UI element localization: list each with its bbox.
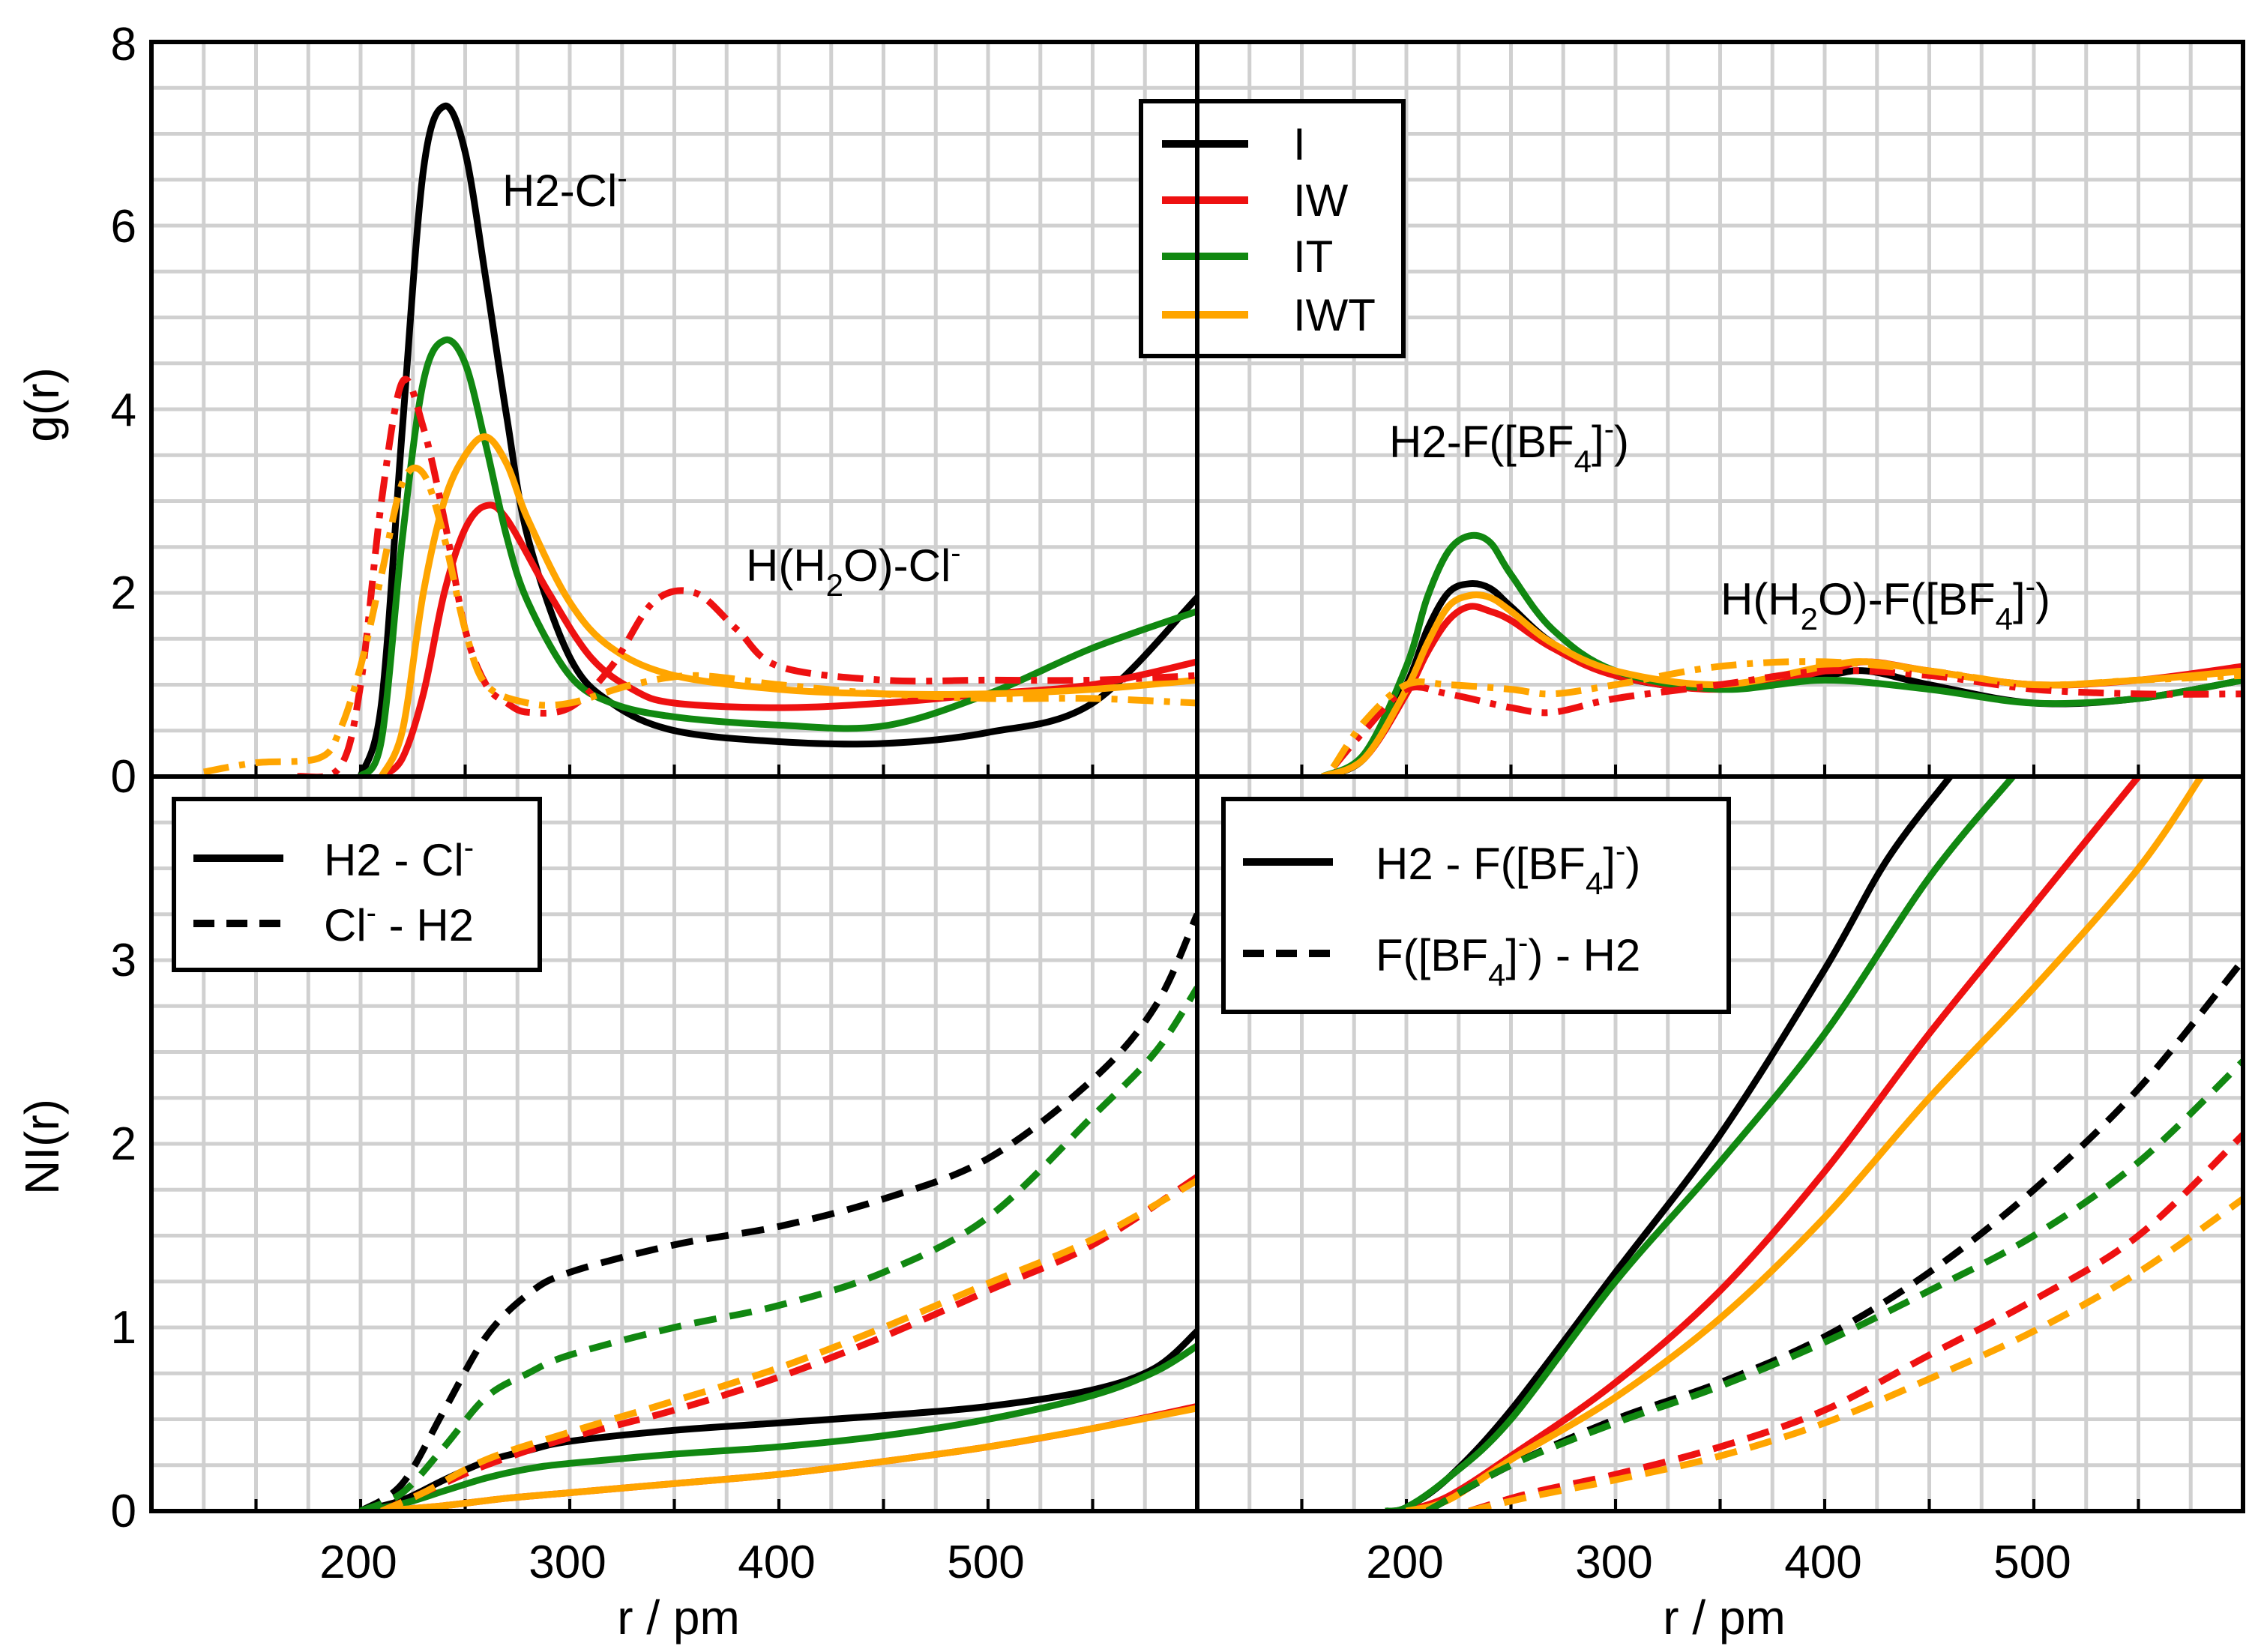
g-tick-8: 8 xyxy=(111,19,136,70)
legend-bf4-box xyxy=(1221,797,1731,1014)
g-tick-0: 0 xyxy=(111,751,136,803)
legend-bf4: H2 - F([BF4]-) F([BF4]-) - H2 xyxy=(1221,797,1731,1014)
series-3-2 xyxy=(1385,777,2016,1511)
x-label-left: r / pm xyxy=(617,1591,740,1645)
legend-cl-box xyxy=(172,797,542,972)
n-tick-0: 0 xyxy=(111,1486,136,1537)
x-tick-left-400: 400 xyxy=(738,1537,815,1588)
legend-label-i: I xyxy=(1293,119,1306,169)
legend-label-iwt: IWT xyxy=(1293,290,1376,340)
x-label-right: r / pm xyxy=(1663,1591,1786,1645)
series-2-5 xyxy=(380,1174,1197,1511)
legend-bf4-dashed-label: F([BF4]-) - H2 xyxy=(1376,926,1640,992)
series-2-6 xyxy=(359,986,1197,1511)
n-tick-2: 2 xyxy=(111,1118,136,1170)
annotation-hh2o-f-bf4: H(H2O)-F([BF4]-) xyxy=(1720,570,2050,636)
x-tick-left-500: 500 xyxy=(947,1537,1024,1588)
series-1-4 xyxy=(1330,667,2243,770)
series-1-2 xyxy=(1321,531,2243,777)
legend-label-iw: IW xyxy=(1293,175,1349,226)
g-ylabel: g(r) xyxy=(15,367,69,442)
series-2-2 xyxy=(360,1342,1197,1511)
x-tick-left-300: 300 xyxy=(529,1537,606,1588)
legend-cl: H2 - Cl- Cl- - H2 xyxy=(172,797,542,972)
series-0-5 xyxy=(202,464,1197,776)
annotation-h2-cl: H2-Cl- xyxy=(502,162,627,216)
n-ylabel: NI(r) xyxy=(15,1099,69,1195)
g-tick-6: 6 xyxy=(111,201,136,253)
legend-series: I IW IT IWT xyxy=(1139,99,1406,358)
series-1-5 xyxy=(1330,658,2243,770)
n-tick-3: 3 xyxy=(111,935,136,986)
g-tick-4: 4 xyxy=(111,385,136,436)
series-2-3 xyxy=(381,1405,1197,1511)
legend-bf4-solid-label: H2 - F([BF4]-) xyxy=(1376,835,1640,901)
series-0-3 xyxy=(378,433,1197,777)
x-tick-left-200: 200 xyxy=(319,1537,397,1588)
legend-label-it: IT xyxy=(1293,232,1333,282)
x-tick-right-300: 300 xyxy=(1575,1537,1652,1588)
series-2-4 xyxy=(358,912,1197,1511)
series-0-4 xyxy=(297,376,1197,777)
series-3-4 xyxy=(1425,958,2243,1511)
annotation-h2-f-bf4: H2-F([BF4]-) xyxy=(1389,413,1629,479)
legend-cl-dashed-label: Cl- - H2 xyxy=(324,896,474,950)
x-tick-right-400: 400 xyxy=(1784,1537,1861,1588)
series-2-7 xyxy=(380,1178,1197,1511)
x-tick-right-200: 200 xyxy=(1366,1537,1443,1588)
series-3-3 xyxy=(1405,777,2204,1511)
series-1-1 xyxy=(1321,603,2243,777)
annotation-hh2o-cl: H(H2O)-Cl- xyxy=(746,537,961,603)
series-3-6 xyxy=(1425,1058,2243,1511)
x-tick-right-500: 500 xyxy=(1993,1537,2071,1588)
series-3-7 xyxy=(1468,1196,2243,1511)
g-tick-2: 2 xyxy=(111,567,136,619)
series-layer xyxy=(202,103,2243,1511)
legend-cl-solid-label: H2 - Cl- xyxy=(324,831,474,885)
series-0-2 xyxy=(358,336,1197,777)
series-3-5 xyxy=(1468,1132,2243,1511)
n-tick-1: 1 xyxy=(111,1302,136,1354)
